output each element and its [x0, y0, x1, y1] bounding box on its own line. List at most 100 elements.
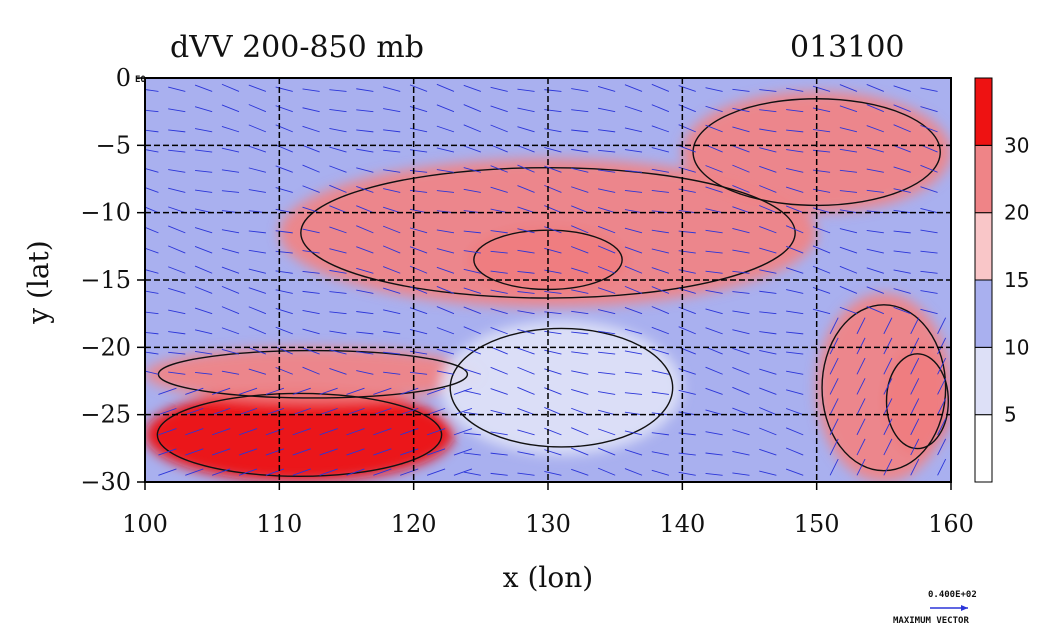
wind-vector: [651, 229, 669, 234]
wind-vector: [409, 106, 428, 113]
wind-vector: [346, 407, 365, 416]
wind-vector: [544, 470, 562, 476]
wind-vector: [436, 306, 455, 315]
wind-vector: [382, 266, 401, 274]
wind-vector: [248, 145, 267, 153]
wind-vector: [571, 389, 589, 395]
wind-vector: [302, 250, 320, 254]
wind-vector: [426, 407, 446, 416]
wind-vector: [732, 310, 750, 315]
wind-vector: [463, 432, 481, 436]
wind-vector: [597, 188, 616, 193]
vector-legend: 0.400E+02 MAXIMUM VECTOR: [893, 590, 977, 626]
wind-vector: [194, 350, 213, 355]
wind-vector: [194, 286, 213, 294]
wind-vector: [624, 449, 643, 456]
y-tick-label: −10: [80, 199, 131, 227]
wind-vector: [302, 310, 320, 315]
wind-vector: [571, 427, 589, 436]
wind-vector: [759, 311, 777, 315]
contour-line: [449, 327, 674, 448]
wind-vector: [409, 265, 428, 274]
wind-vector: [490, 308, 508, 315]
wind-vector: [786, 370, 804, 375]
wind-vector: [856, 398, 866, 415]
wind-vector: [463, 346, 481, 355]
wind-vector: [517, 451, 535, 456]
wind-vector: [145, 89, 159, 92]
wind-vector: [275, 307, 293, 315]
plot-area: [145, 78, 951, 482]
wind-vector: [248, 287, 267, 294]
wind-vector: [145, 206, 159, 214]
wind-vector: [168, 187, 186, 193]
wind-vector: [571, 186, 589, 193]
wind-vector: [400, 428, 419, 436]
wind-vector: [436, 104, 455, 113]
wind-vector: [221, 190, 240, 193]
wind-vector: [839, 306, 858, 315]
wind-vector: [812, 245, 831, 254]
wind-vector: [678, 389, 696, 395]
wind-vector: [544, 89, 562, 92]
wind-vector: [383, 169, 401, 173]
wind-vector: [678, 368, 696, 375]
wind-vector: [329, 146, 347, 153]
wind-vector: [248, 347, 267, 355]
wind-vector: [292, 468, 311, 476]
wind-vector: [624, 209, 643, 214]
wind-vector: [812, 207, 831, 214]
wind-vector: [786, 351, 804, 355]
wind-vector: [732, 126, 750, 133]
wind-vector: [624, 246, 643, 254]
wind-vector: [597, 287, 616, 294]
wind-vector: [785, 205, 804, 214]
wind-vector: [866, 229, 884, 234]
wind-vector: [812, 129, 831, 133]
wind-vector: [221, 327, 240, 335]
wind-vector: [382, 245, 401, 254]
reference-vector-head: [961, 605, 968, 611]
wind-vector: [624, 265, 643, 274]
x-tick-label: 150: [794, 510, 840, 538]
wind-vector: [920, 229, 938, 234]
x-axis: 100 110 120 130 140 150 160: [122, 482, 974, 538]
wind-vector: [597, 86, 616, 92]
wind-vector: [544, 330, 562, 335]
wind-vector: [346, 428, 365, 436]
wind-vector: [275, 289, 293, 294]
wind-vector: [651, 412, 669, 416]
wind-vector: [678, 85, 696, 92]
wind-vector: [463, 250, 481, 254]
wind-vector: [490, 431, 508, 436]
wind-vector: [329, 89, 347, 92]
wind-vector: [329, 248, 347, 254]
wind-vector: [544, 205, 562, 214]
wind-vector: [302, 206, 320, 214]
wind-vector: [829, 458, 839, 476]
wind-vector: [158, 428, 177, 436]
wind-vector: [705, 346, 723, 355]
wind-vector: [866, 306, 885, 315]
wind-vector: [194, 329, 213, 335]
wind-vector: [185, 468, 204, 476]
wind-vector: [839, 84, 858, 92]
wind-vector: [571, 351, 589, 355]
wind-vector: [517, 185, 535, 193]
wind-vector: [856, 438, 866, 456]
wind-vector: [910, 357, 920, 375]
wind-vector: [678, 166, 696, 173]
wind-vector: [732, 249, 750, 254]
wind-vector: [400, 468, 419, 476]
wind-vector: [829, 378, 839, 395]
wind-vector: [732, 329, 750, 335]
wind-vector: [544, 226, 562, 234]
wind-vector: [732, 450, 750, 456]
wind-vector: [248, 124, 267, 133]
wind-vector: [544, 269, 562, 274]
wind-vector: [759, 165, 777, 173]
wind-vector: [329, 109, 347, 113]
wind-vector: [168, 266, 186, 274]
wind-vector: [329, 349, 347, 355]
wind-vector: [893, 230, 911, 234]
